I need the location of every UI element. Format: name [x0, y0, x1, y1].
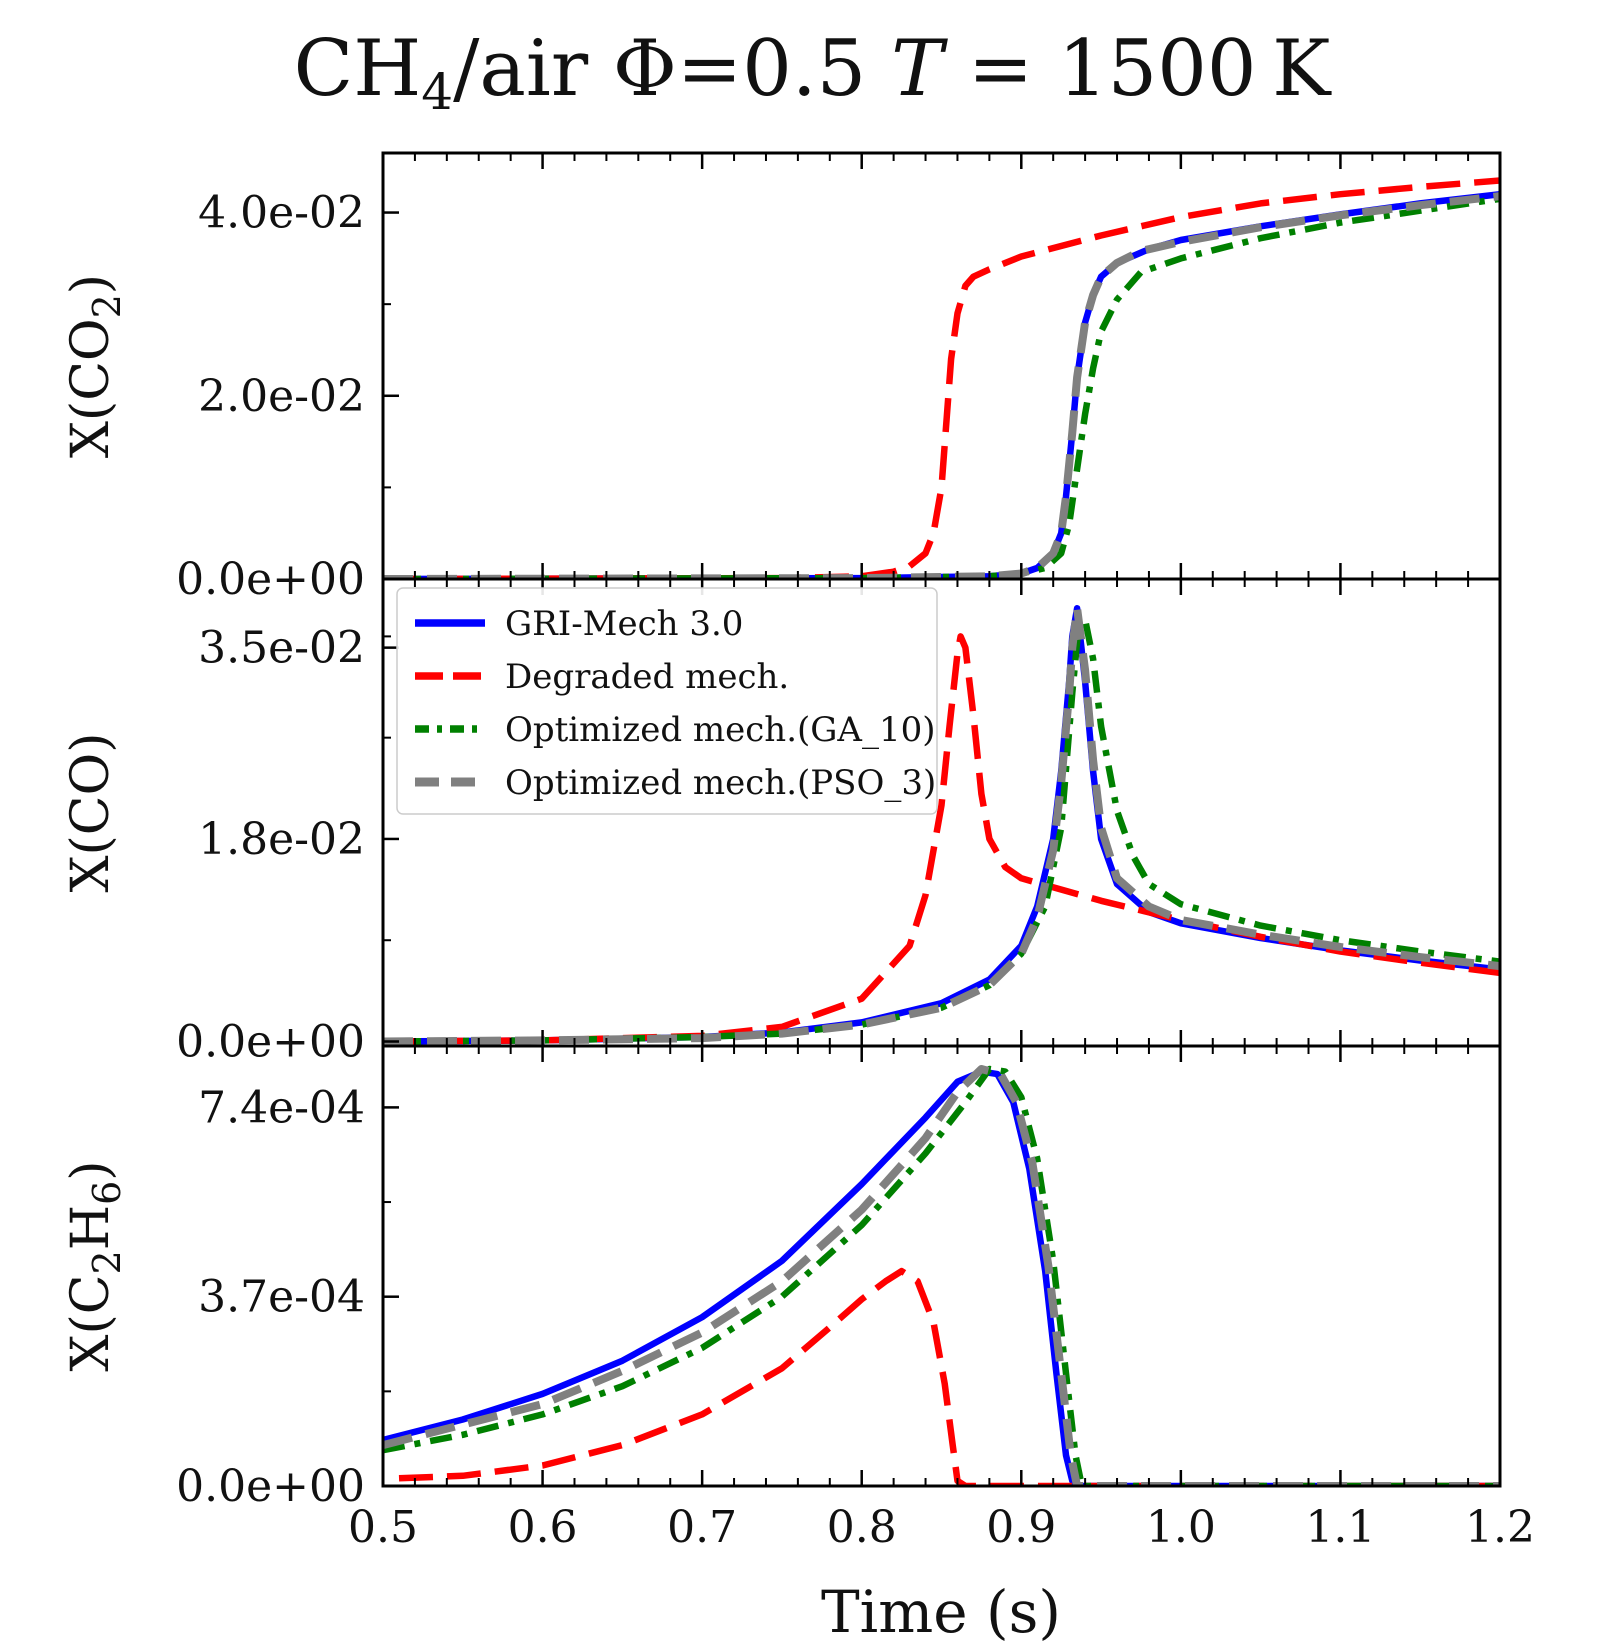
legend-box — [396, 587, 938, 815]
panel-1: 0.0e+00 1.8e-02 3.5e-02 X(CO) GRI-Mech 3.0 De… — [61, 577, 1502, 1067]
series-group — [383, 177, 1500, 579]
y-tick-label: 7.4e-04 — [198, 1082, 365, 1133]
series-line — [383, 1065, 1500, 1486]
y-tick-label: 2.0e-02 — [198, 371, 365, 422]
x-tick-labels: 0.5 0.6 0.7 0.8 0.9 1.0 1.1 1.2 — [348, 1502, 1535, 1553]
y-tick-label: 0.0e+00 — [176, 1016, 365, 1067]
x-tick-label: 0.5 — [348, 1502, 418, 1553]
x-tick-label: 1.1 — [1305, 1502, 1375, 1553]
series-line — [398, 1267, 1500, 1486]
y-axis-label: X(CO2) — [61, 274, 129, 458]
title-T: T — [891, 24, 948, 114]
legend-label: Optimized mech.(PSO_3) — [505, 763, 936, 803]
x-tick-label: 1.2 — [1465, 1502, 1535, 1553]
series-group — [383, 1065, 1500, 1486]
title-base: CH — [294, 24, 422, 114]
y-tick-label: 1.8e-02 — [198, 814, 365, 865]
title-eq: = 1500 K — [943, 24, 1332, 114]
panel-0: 0.0e+00 2.0e-02 4.0e-02 X(CO2) — [61, 151, 1502, 605]
series-group — [383, 604, 1500, 1046]
axes-frame — [381, 1044, 1502, 1488]
y-axis-label: X(CO) — [61, 732, 121, 892]
y-tick-label: 0.0e+00 — [176, 554, 365, 605]
series-line — [383, 195, 1500, 579]
x-tick-label: 0.6 — [508, 1502, 578, 1553]
x-tick-label: 0.7 — [667, 1502, 737, 1553]
series-line — [383, 192, 1500, 579]
title-rest: /air Φ=0.5 — [453, 24, 891, 114]
y-tick-label: 0.0e+00 — [176, 1461, 365, 1512]
panel-2: 0.0e+00 3.7e-04 7.4e-04 X(C2H6) — [61, 1044, 1502, 1512]
y-axis-label: X(C2H6) — [61, 1160, 129, 1371]
y-tick-label: 4.0e-02 — [198, 188, 365, 239]
title-sub: 4 — [421, 63, 453, 121]
series-line — [383, 604, 1500, 1046]
x-tick-label: 0.9 — [986, 1502, 1056, 1553]
x-tick-label: 1.0 — [1146, 1502, 1216, 1553]
x-tick-label: 0.8 — [827, 1502, 897, 1553]
chart-title: CH4/air Φ=0.5 T = 1500 K — [294, 24, 1333, 121]
series-line — [383, 190, 1500, 579]
series-line — [383, 1065, 1500, 1486]
y-tick-label: 3.7e-04 — [198, 1272, 365, 1323]
panels: 0.0e+00 2.0e-02 4.0e-02 X(CO2) 0.0e+00 1.8e-0… — [61, 151, 1535, 1553]
legend-label: Degraded mech. — [505, 657, 789, 697]
legend-label: Optimized mech.(GA_10) — [505, 710, 936, 750]
x-axis-label: Time (s) — [821, 1578, 1061, 1642]
legend: GRI-Mech 3.0 Degraded mech. Optimized mech… — [396, 587, 938, 815]
y-tick-label: 3.5e-02 — [198, 623, 365, 674]
series-line — [383, 177, 1500, 579]
legend-label: GRI-Mech 3.0 — [505, 604, 743, 644]
